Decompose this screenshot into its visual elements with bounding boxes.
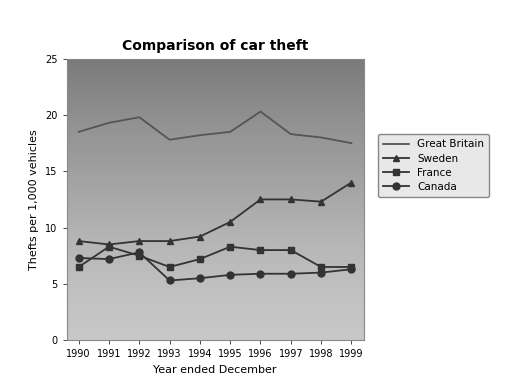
- Great Britain: [197, 133, 203, 138]
- Great Britain: [106, 120, 112, 125]
- France: [197, 257, 203, 262]
- Great Britain: [318, 135, 324, 140]
- Sweden: [106, 242, 112, 247]
- Sweden: [258, 197, 264, 202]
- Line: Great Britain: Great Britain: [79, 111, 351, 143]
- Great Britain: [76, 129, 82, 134]
- Canada: [288, 271, 294, 276]
- France: [227, 244, 233, 249]
- France: [258, 248, 264, 253]
- France: [136, 253, 142, 258]
- Canada: [197, 276, 203, 281]
- Canada: [76, 256, 82, 260]
- France: [348, 265, 354, 269]
- Canada: [106, 257, 112, 262]
- Canada: [318, 270, 324, 275]
- Sweden: [348, 180, 354, 185]
- Line: Sweden: Sweden: [75, 179, 355, 248]
- Sweden: [318, 199, 324, 204]
- Great Britain: [166, 137, 173, 142]
- France: [288, 248, 294, 253]
- Canada: [348, 267, 354, 272]
- Canada: [258, 271, 264, 276]
- Sweden: [136, 239, 142, 244]
- X-axis label: Year ended December: Year ended December: [153, 365, 277, 375]
- Canada: [166, 278, 173, 283]
- Y-axis label: Thefts per 1,000 vehicles: Thefts per 1,000 vehicles: [30, 129, 39, 270]
- Sweden: [197, 234, 203, 239]
- Great Britain: [258, 109, 264, 114]
- Great Britain: [136, 115, 142, 120]
- Great Britain: [348, 141, 354, 145]
- Line: France: France: [75, 243, 355, 271]
- Sweden: [227, 220, 233, 224]
- Line: Canada: Canada: [75, 249, 355, 284]
- France: [166, 265, 173, 269]
- France: [106, 244, 112, 249]
- Canada: [227, 273, 233, 277]
- Great Britain: [227, 129, 233, 134]
- Sweden: [288, 197, 294, 202]
- Legend: Great Britain, Sweden, France, Canada: Great Britain, Sweden, France, Canada: [378, 134, 489, 197]
- France: [318, 265, 324, 269]
- Title: Comparison of car theft: Comparison of car theft: [122, 39, 308, 53]
- France: [76, 265, 82, 269]
- Sweden: [166, 239, 173, 244]
- Great Britain: [288, 132, 294, 136]
- Canada: [136, 250, 142, 255]
- Sweden: [76, 239, 82, 244]
